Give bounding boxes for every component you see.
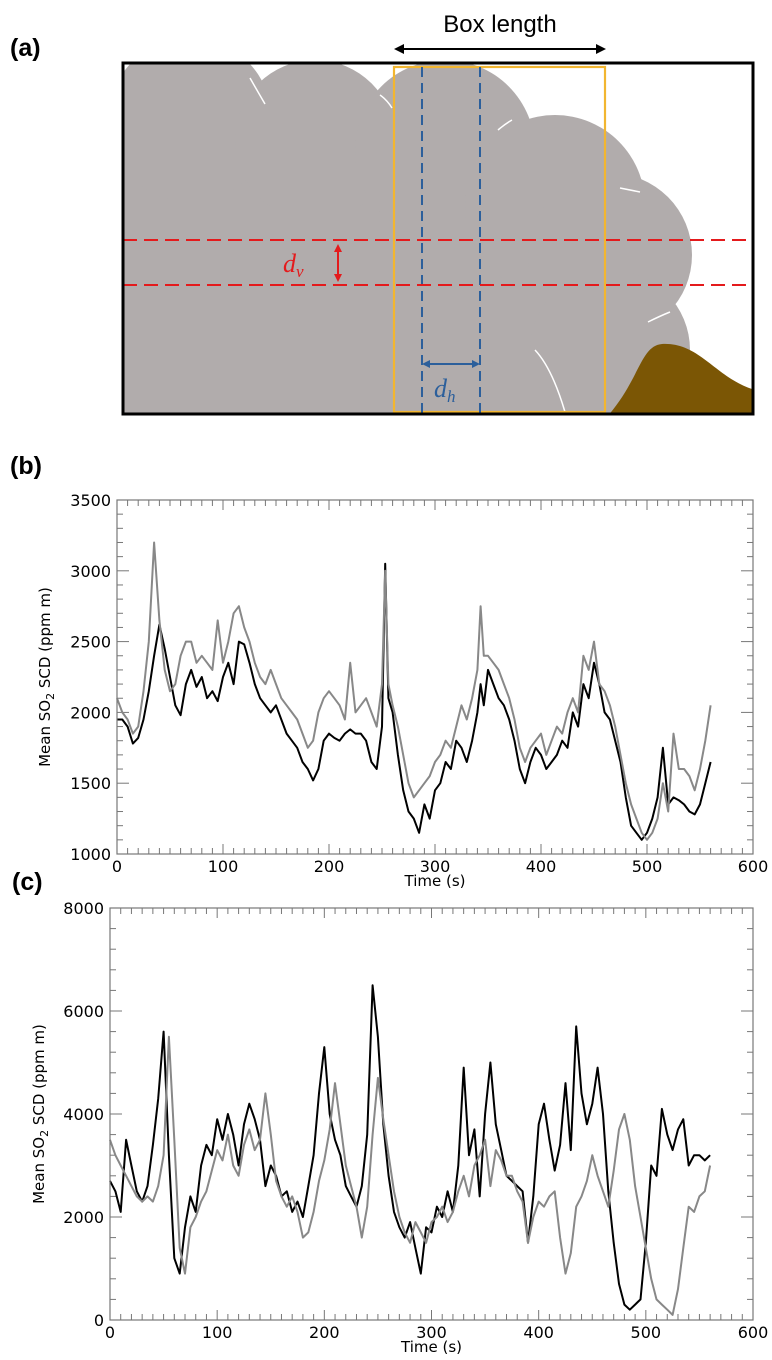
box-length-arrow <box>394 44 606 54</box>
series-line-1 <box>109 984 711 1311</box>
x-tick-label: 400 <box>526 857 557 876</box>
edge-highlight <box>379 94 393 109</box>
dh-label: dh <box>434 374 456 406</box>
box-outline <box>392 65 607 414</box>
chart-b: 0 100 200 300 400 500 600 1000 1500 2000 2500 3000 3… <box>36 491 769 890</box>
series-line-2 <box>116 541 712 841</box>
y-tick-label: 0 <box>94 1311 104 1330</box>
plot-frame <box>116 499 754 855</box>
x-tick-label: 300 <box>420 857 451 876</box>
panel-c-label: (c) <box>12 868 43 896</box>
dh-arrow <box>422 360 480 368</box>
plume-area <box>123 63 753 414</box>
y-tick-label: 2000 <box>63 1208 104 1227</box>
box-length-label: Box length <box>443 11 556 38</box>
y-tick-label: 2000 <box>70 703 111 722</box>
volcano-ground <box>609 343 753 414</box>
y-tick-label: 6000 <box>63 1002 104 1021</box>
plume-lobe <box>123 63 272 202</box>
series-line-1 <box>117 562 712 841</box>
plume-schematic-diagram: Box length dv dh <box>121 11 755 418</box>
y-tick-label: 3000 <box>70 562 111 581</box>
x-axis-title: Time (s) <box>400 1338 462 1356</box>
chart-c: 0 100 200 300 400 500 60002000400060008000Time… <box>30 899 769 1356</box>
y-tick-label: 1000 <box>70 845 111 864</box>
minor-ticks <box>116 499 754 855</box>
minor-ticks <box>109 907 754 1321</box>
panel-a-label: (a) <box>10 34 41 62</box>
x-tick-label: 0 <box>112 857 122 876</box>
plume-shape <box>123 63 692 414</box>
y-tick-label: 4000 <box>63 1105 104 1124</box>
series-line-2 <box>109 1035 712 1316</box>
edge-highlight <box>619 187 641 193</box>
y-tick-label: 3500 <box>70 491 111 510</box>
x-tick-label: 100 <box>202 1323 233 1342</box>
dv-label: dv <box>283 249 304 281</box>
edge-highlight <box>534 349 566 413</box>
y-tick-label: 2500 <box>70 633 111 652</box>
plume-lobe <box>235 63 395 220</box>
x-axis-title: Time (s) <box>404 872 466 890</box>
y-axis-title: Mean SO2 SCD (ppm m) <box>36 587 57 767</box>
y-tick-label: 8000 <box>63 899 104 918</box>
x-tick-label: 600 <box>738 1323 769 1342</box>
edge-highlight <box>647 311 671 323</box>
plot-frame <box>109 907 754 1321</box>
x-tick-label: 500 <box>631 1323 662 1342</box>
x-tick-label: 0 <box>105 1323 115 1342</box>
x-tick-label: 400 <box>523 1323 554 1342</box>
x-tick-label: 100 <box>208 857 239 876</box>
x-tick-label: 200 <box>314 857 345 876</box>
plume-edge-highlights <box>249 77 671 413</box>
diagram-frame <box>121 61 755 416</box>
y-axis-title: Mean SO2 SCD (ppm m) <box>30 1024 51 1204</box>
edge-highlight <box>497 119 513 131</box>
x-tick-label: 500 <box>632 857 663 876</box>
panel-b-label: (b) <box>10 452 42 480</box>
y-tick-label: 1500 <box>70 774 111 793</box>
x-tick-label: 200 <box>309 1323 340 1342</box>
edge-highlight <box>249 77 266 105</box>
x-tick-label: 600 <box>738 857 769 876</box>
dv-arrow <box>334 244 342 282</box>
x-tick-label: 300 <box>416 1323 447 1342</box>
